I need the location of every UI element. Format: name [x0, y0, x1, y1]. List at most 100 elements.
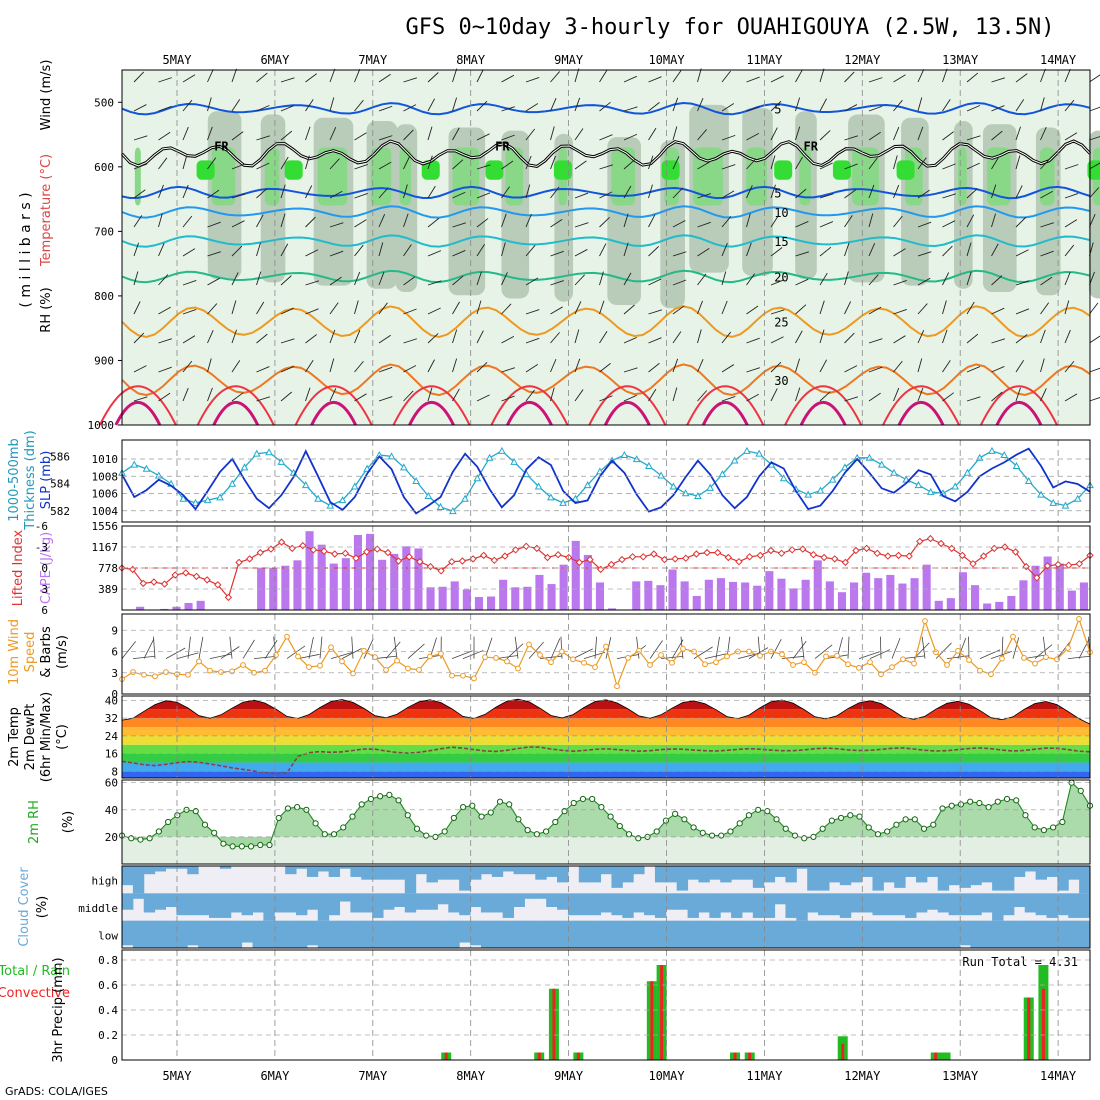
cape-bar: [402, 546, 411, 610]
wind-barb: [501, 74, 515, 83]
wind10-point: [779, 651, 785, 658]
li-point: [905, 552, 913, 560]
cloud-cell: [676, 866, 689, 891]
rh-high-area: [505, 147, 524, 206]
wind-barb: [378, 366, 393, 373]
chart-title: GFS 0~10day 3-hourly for OUAHIGOUYA (2.5…: [405, 15, 1054, 40]
rh-core-area: [284, 160, 303, 180]
day-label-top: 10MAY: [648, 53, 685, 67]
wind10-point: [944, 662, 950, 668]
cloud-cell: [437, 893, 449, 905]
thickness-point: [130, 460, 139, 468]
cloud-cell: [296, 920, 308, 948]
day-label-top: 6MAY: [260, 53, 290, 67]
wind-barb: [966, 135, 981, 141]
wind-barb: [1040, 302, 1050, 315]
wind-barb: [917, 69, 925, 83]
cloud-cell: [763, 893, 776, 918]
temp-arch: [784, 385, 863, 426]
cloud-cell: [1024, 893, 1037, 913]
cape-bar: [692, 595, 701, 610]
rh-point: [211, 829, 218, 836]
li-point: [671, 555, 679, 563]
cloud-cell: [491, 920, 504, 948]
wind-barb: [770, 155, 776, 170]
wind-barb: [354, 300, 359, 315]
wind-barb: [133, 135, 148, 141]
cape-bar: [595, 582, 604, 610]
wind-barb: [452, 97, 458, 112]
precip-total-label: Total / Rain: [0, 964, 70, 979]
wind-barb: [942, 392, 955, 402]
cloud-cell: [1002, 920, 1015, 948]
wind-barb: [844, 396, 858, 402]
precip-conv-bar: [650, 981, 654, 1060]
thickness-point: [498, 446, 506, 454]
thickness-label-a: 1000-500mb: [7, 438, 22, 522]
axis-labels: ( m i l l i b a r s ) Wind (m/s) Tempera…: [0, 60, 76, 1063]
wind-barb: [942, 131, 954, 141]
day-label-bottom: 8MAY: [456, 1069, 486, 1083]
thickness-point: [301, 481, 310, 489]
li-point: [799, 545, 807, 553]
li-point: [139, 579, 147, 588]
wind-barb: [1064, 219, 1078, 228]
wind10-barb: [979, 649, 1001, 659]
wind-barb: [648, 362, 660, 373]
day-label-bottom: 5MAY: [163, 1069, 193, 1083]
cloud-cell: [470, 920, 482, 946]
rh-line: [121, 781, 1091, 847]
temp2m-label-c: (6hr Min/Max): [39, 692, 54, 782]
cape-tick-label: 1167: [92, 541, 119, 554]
wind10-point: [141, 671, 147, 678]
wind-barb: [893, 280, 907, 286]
cloud-cell: [992, 866, 1004, 891]
wind-barb: [256, 366, 270, 373]
day-label-top: 11MAY: [746, 53, 783, 67]
wind-barb: [868, 105, 883, 112]
rh-point: [837, 814, 845, 822]
wind-barb: [501, 303, 512, 315]
cloud-cell: [143, 866, 156, 875]
wind10-barb: [715, 636, 720, 659]
wind-barb: [966, 72, 979, 83]
cloud-row-label: high: [92, 875, 119, 888]
li-point: [767, 546, 775, 555]
li-tick-label: 3: [41, 583, 48, 596]
rh-high-area: [317, 147, 348, 206]
rh-core-area: [1087, 160, 1100, 180]
wind-barb: [1040, 388, 1047, 402]
wind10-barb: [242, 639, 255, 659]
cloud-cell: [796, 866, 808, 869]
cloud-cell: [415, 920, 428, 948]
cloud-cell: [622, 920, 634, 948]
wind10-point: [548, 659, 554, 666]
li-point: [288, 544, 296, 553]
wind-barb: [991, 366, 1005, 373]
wind-barb: [378, 302, 388, 315]
precip-tick-label: 0: [111, 1054, 118, 1067]
li-point: [607, 560, 616, 569]
wind10-barb: [649, 640, 663, 659]
wind-barb: [550, 332, 560, 344]
wind-barb: [133, 332, 145, 344]
day-label-bottom: 7MAY: [358, 1069, 388, 1083]
wind-barb: [1064, 132, 1078, 141]
thickness-point: [694, 491, 702, 500]
wind-barb: [550, 219, 563, 228]
li-point: [862, 544, 871, 553]
cape-bar: [910, 578, 919, 610]
cape-bar: [172, 606, 181, 610]
li-point: [267, 545, 275, 553]
wind-barb: [795, 126, 801, 141]
rh-point: [201, 821, 209, 828]
tick-labels: 5006007008009001000582584586100410061008…: [35, 53, 1077, 1083]
wind-barb: [991, 156, 1000, 170]
wind-barb: [574, 358, 581, 373]
cloud-cell: [720, 893, 732, 913]
rh-tick-label: 20: [105, 831, 118, 844]
wind-barb: [697, 129, 707, 141]
wind10-point: [273, 652, 279, 658]
cloud-cell: [567, 920, 580, 948]
cloud-label: Cloud Cover: [17, 867, 32, 947]
